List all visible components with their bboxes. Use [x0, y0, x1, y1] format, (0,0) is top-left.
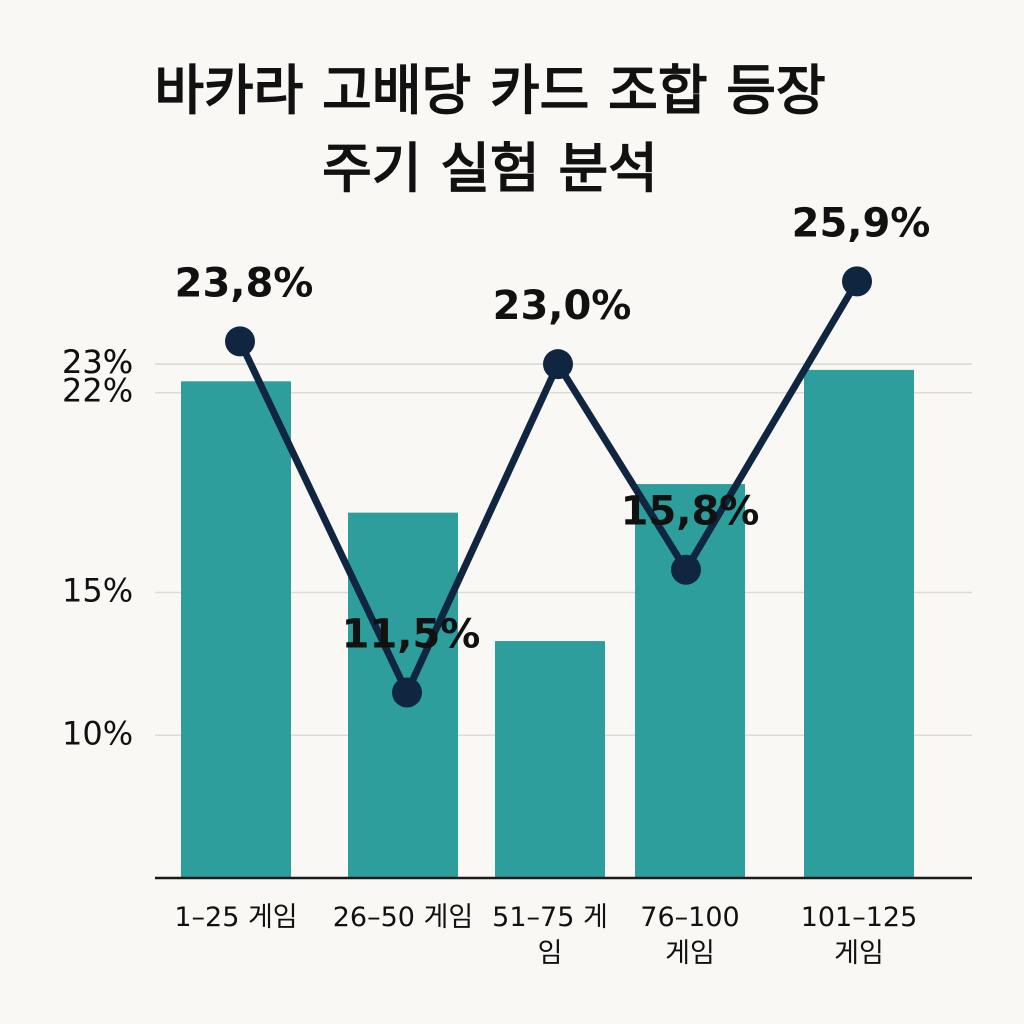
line-point [543, 349, 573, 380]
data-label: 15,8% [621, 489, 760, 535]
data-label: 23,0% [493, 283, 632, 329]
bar [181, 381, 291, 878]
x-tick-label: 101–125 게임 [800, 902, 918, 969]
chart-title: 바카라 고배당 카드 조합 등장 주기 실험 분석 [154, 59, 826, 200]
y-tick-label: 10% [62, 714, 133, 752]
line-point [392, 677, 422, 708]
y-tick-label: 22% [62, 372, 133, 410]
y-tick-label: 23% [62, 343, 133, 381]
line-point [671, 554, 701, 585]
line-point [225, 326, 255, 357]
y-tick-label: 23% [62, 343, 133, 381]
x-tick-label: 51–75 게임 [492, 902, 608, 969]
line-point [842, 266, 872, 297]
bar [495, 641, 605, 878]
bar [635, 484, 745, 878]
x-tick-label: 76–100 게임 [640, 902, 740, 969]
x-tick-label: 26–50 게임 [332, 902, 474, 933]
bar [804, 369, 914, 878]
x-tick-label: 1–25 게임 [174, 902, 298, 933]
y-tick-label: 15% [62, 572, 133, 610]
line [236, 279, 861, 701]
data-label: 25,9% [792, 200, 931, 246]
data-label: 23,8% [175, 260, 314, 306]
data-label: 11,5% [342, 611, 481, 657]
